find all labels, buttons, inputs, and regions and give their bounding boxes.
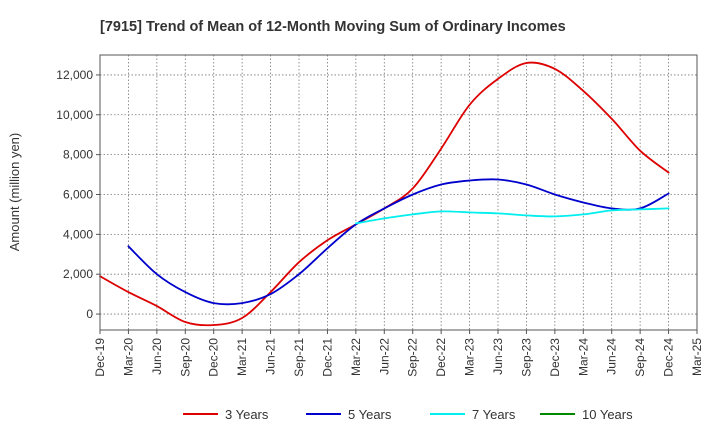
x-tick-label: Mar-21 (235, 338, 249, 376)
x-tick-label: Jun-24 (605, 338, 619, 375)
legend-label: 3 Years (225, 407, 269, 422)
x-tick-label: Dec-24 (662, 338, 676, 377)
plot-frame (99, 54, 698, 331)
x-tick-label: Jun-23 (491, 338, 505, 375)
x-tick-label: Mar-24 (576, 338, 590, 376)
x-tick-label: Mar-20 (121, 338, 135, 376)
x-tick-label: Dec-22 (434, 338, 448, 377)
x-tick-label: Mar-23 (463, 338, 477, 376)
y-tick-label: 2,000 (63, 267, 93, 281)
plot-area (100, 55, 697, 330)
y-tick-label: 8,000 (63, 148, 93, 162)
grid-lines (100, 55, 697, 330)
x-tick-label: Sep-21 (292, 338, 306, 377)
chart-title: [7915] Trend of Mean of 12-Month Moving … (100, 19, 566, 35)
x-tick-label: Dec-20 (207, 338, 221, 377)
y-tick-label: 4,000 (63, 227, 93, 241)
x-tick-label: Jun-21 (264, 338, 278, 375)
series-line-5-years (127, 178, 670, 306)
x-tick-label: Dec-23 (548, 338, 562, 377)
legend-label: 5 Years (348, 407, 392, 422)
x-tick-label: Sep-20 (178, 338, 192, 377)
x-tick-label: Mar-22 (349, 338, 363, 376)
y-axis-ticks: 0 2,000 4,000 6,000 8,000 10,000 12,000 (56, 68, 100, 321)
y-tick-label: 0 (86, 307, 93, 321)
x-tick-label: Dec-19 (93, 338, 107, 377)
legend-label: 10 Years (582, 407, 633, 422)
y-tick-label: 10,000 (56, 108, 93, 122)
x-tick-label: Dec-21 (320, 338, 334, 377)
y-axis-label: Amount (million yen) (7, 133, 22, 252)
series-line-7-years (355, 207, 670, 225)
x-axis-ticks: Dec-19 Mar-20 Jun-20 Sep-20 Dec-20 Mar-21 Jun-… (93, 330, 704, 377)
x-tick-label: Mar-25 (690, 338, 704, 376)
legend-label: 7 Years (472, 407, 516, 422)
x-tick-label: Jun-20 (150, 338, 164, 375)
x-tick-label: Sep-23 (519, 338, 533, 377)
series-lines (99, 61, 670, 327)
legend: 3 Years 5 Years 7 Years 10 Years (183, 407, 633, 422)
x-tick-label: Sep-24 (633, 338, 647, 377)
x-tick-label: Jun-22 (377, 338, 391, 375)
x-tick-label: Sep-22 (406, 338, 420, 377)
y-tick-label: 12,000 (56, 68, 93, 82)
y-tick-label: 6,000 (63, 187, 93, 201)
